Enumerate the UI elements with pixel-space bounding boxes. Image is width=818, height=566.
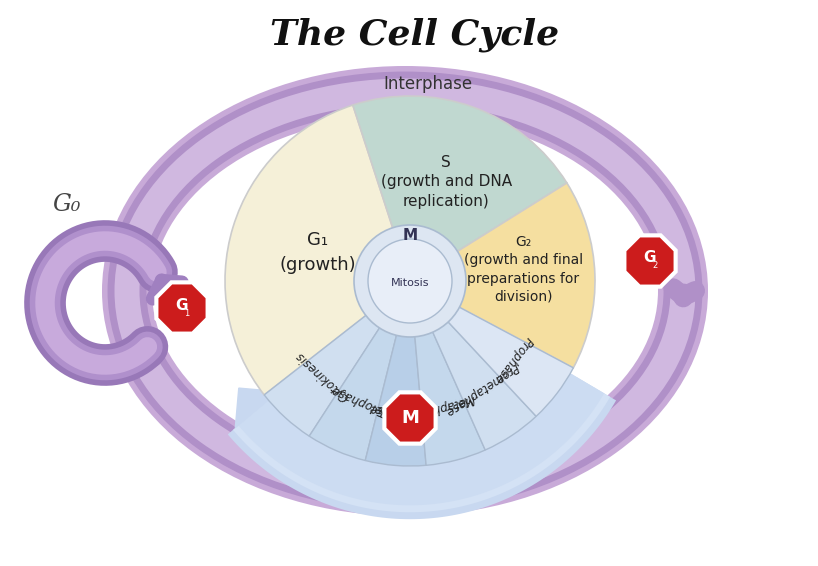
Text: Prometaphase: Prometaphase bbox=[443, 360, 521, 418]
Text: 2: 2 bbox=[653, 261, 658, 271]
Polygon shape bbox=[622, 233, 678, 289]
Text: G: G bbox=[643, 251, 655, 265]
Text: G₀: G₀ bbox=[52, 193, 80, 216]
Polygon shape bbox=[625, 236, 675, 286]
Text: Anaphase: Anaphase bbox=[371, 401, 429, 419]
Wedge shape bbox=[410, 281, 573, 417]
Text: The Cell Cycle: The Cell Cycle bbox=[271, 18, 560, 53]
Polygon shape bbox=[157, 283, 207, 333]
Text: Metaphase: Metaphase bbox=[409, 392, 475, 421]
Circle shape bbox=[368, 239, 452, 323]
Wedge shape bbox=[225, 105, 410, 395]
Text: Mitosis: Mitosis bbox=[391, 278, 429, 288]
Polygon shape bbox=[382, 391, 438, 445]
Text: Prophase: Prophase bbox=[491, 334, 535, 385]
Polygon shape bbox=[385, 393, 435, 443]
Circle shape bbox=[354, 225, 466, 337]
Wedge shape bbox=[264, 281, 410, 436]
Text: Cytokinesis: Cytokinesis bbox=[294, 349, 352, 404]
Wedge shape bbox=[353, 96, 567, 281]
Text: M: M bbox=[402, 228, 417, 242]
Wedge shape bbox=[410, 281, 536, 450]
Wedge shape bbox=[309, 281, 410, 461]
Wedge shape bbox=[410, 281, 485, 465]
Text: G₂
(growth and final
preparations for
division): G₂ (growth and final preparations for di… bbox=[464, 235, 583, 304]
Text: G₁
(growth): G₁ (growth) bbox=[280, 231, 357, 275]
Polygon shape bbox=[236, 388, 278, 427]
Wedge shape bbox=[410, 183, 595, 368]
Text: Interphase: Interphase bbox=[384, 75, 473, 93]
Wedge shape bbox=[366, 281, 426, 466]
Text: M: M bbox=[401, 409, 419, 427]
Polygon shape bbox=[155, 280, 209, 336]
Text: G: G bbox=[175, 298, 187, 312]
Text: S
(growth and DNA
replication): S (growth and DNA replication) bbox=[380, 155, 511, 209]
Text: Telophase: Telophase bbox=[329, 382, 388, 418]
Text: 1: 1 bbox=[184, 308, 190, 318]
